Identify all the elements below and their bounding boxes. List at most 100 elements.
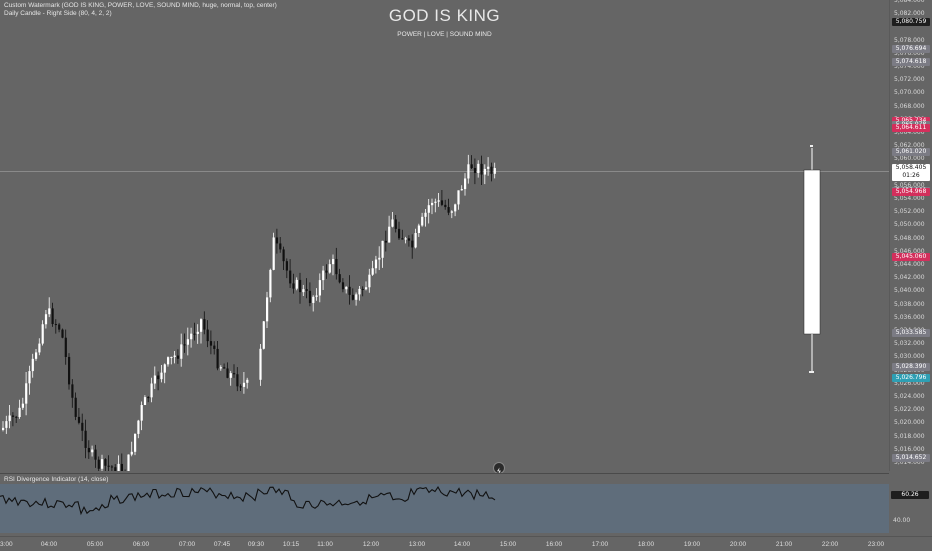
candle (348, 275, 351, 305)
candle (460, 185, 463, 191)
candlestick-chart[interactable] (0, 0, 889, 471)
candle (236, 367, 239, 392)
price-tick: 5,064.000 (894, 128, 925, 136)
price-tick: 5,076.000 (894, 49, 925, 57)
price-tick: 5,056.000 (894, 181, 925, 189)
daily-candle-indicator-line: Daily Candle - Right Side (80, 4, 2, 2) (4, 10, 112, 17)
time-label: 23:00 (867, 541, 885, 548)
price-tick: 5,084.000 (894, 0, 925, 4)
candle (110, 464, 114, 471)
candle (295, 277, 298, 291)
candle (163, 363, 166, 384)
time-label: 09:30 (247, 541, 265, 548)
candle (279, 237, 282, 253)
time-label: 10:15 (282, 541, 300, 548)
candle (444, 199, 447, 210)
rsi-polyline (0, 486, 496, 516)
candle (454, 203, 457, 217)
time-label: 19:00 (683, 541, 701, 548)
candle (368, 268, 371, 293)
candle (193, 322, 196, 341)
candle (322, 265, 325, 291)
price-badge: 5,054.968 (892, 188, 930, 196)
price-badge: 5,028.390 (892, 363, 930, 372)
candle (394, 214, 397, 233)
price-tick: 5,014.000 (894, 458, 925, 466)
time-label: 06:00 (132, 541, 150, 548)
watermark-subtitle: POWER | LOVE | SOUND MIND (397, 31, 492, 38)
candle (487, 157, 490, 176)
price-tick: 5,036.000 (894, 313, 925, 321)
price-badge: 5,080.759 (892, 17, 930, 26)
price-badge: 5,065.734 (892, 116, 930, 125)
candle (28, 365, 31, 395)
candle (318, 273, 321, 303)
candle (431, 198, 434, 215)
candle (176, 349, 180, 364)
price-tick: 5,070.000 (894, 89, 925, 97)
price-tick: 5,082.000 (894, 10, 925, 18)
current-price-line (0, 171, 889, 172)
candle (157, 371, 160, 391)
candle (308, 282, 312, 307)
price-tick: 5,054.000 (894, 194, 925, 202)
candle (134, 433, 137, 456)
price-tick: 5,074.000 (894, 62, 925, 70)
candle (242, 372, 246, 394)
current-price-value: 5,058.405 (895, 164, 927, 172)
candle (147, 396, 150, 403)
watermark-indicator-legend[interactable]: Custom Watermark (GOD IS KING, POWER, LO… (4, 2, 277, 18)
chart-pane[interactable] (0, 0, 889, 471)
candle (87, 440, 90, 459)
price-tick: 5,032.000 (894, 340, 925, 348)
candle (8, 404, 11, 429)
price-badge: 5,014.652 (892, 454, 930, 463)
candle (81, 413, 84, 442)
rsi-title[interactable]: RSI Divergence Indicator (14, close) (4, 476, 109, 483)
candle (11, 412, 15, 427)
candle (180, 333, 183, 367)
candle (130, 441, 133, 457)
time-label: 15:00 (499, 541, 517, 548)
candle (282, 246, 285, 270)
candle (338, 268, 341, 284)
rsi-axis[interactable]: 60.26 40.00 (889, 473, 932, 536)
price-tick: 5,078.000 (894, 36, 925, 44)
candle (137, 419, 140, 439)
candle (289, 259, 292, 289)
candle (226, 362, 229, 379)
candle (143, 395, 147, 406)
candle (447, 198, 450, 216)
candle (173, 351, 176, 364)
candle (213, 341, 216, 355)
candle (388, 215, 391, 243)
candle (398, 221, 401, 241)
time-axis[interactable]: 3:00 04:00 05:00 06:00 07:00 07:45 09:30 10:15 1… (0, 536, 932, 551)
candle (104, 458, 107, 471)
price-axis[interactable]: 5,084.000 5,082.000 5,078.000 5,076.000 5,07… (889, 0, 932, 471)
candle (262, 320, 265, 350)
candle (68, 353, 71, 390)
price-tick: 5,022.000 (894, 406, 925, 414)
candle (285, 258, 288, 279)
candle (58, 322, 61, 333)
price-tick: 5,062.000 (894, 142, 925, 150)
price-tick: 5,068.000 (894, 102, 925, 110)
time-label: 16:00 (545, 541, 563, 548)
candle (450, 210, 453, 219)
price-tick: 5,024.000 (894, 392, 925, 400)
candle (473, 158, 477, 185)
candle (355, 292, 358, 306)
candle (229, 370, 232, 386)
candle (2, 421, 5, 432)
candle (18, 399, 21, 419)
candle (341, 278, 345, 293)
candle (84, 419, 87, 459)
candle (203, 311, 206, 335)
candle (31, 353, 34, 378)
candle (404, 236, 407, 244)
candle (186, 327, 189, 356)
candle (302, 284, 305, 296)
candle (421, 212, 424, 227)
price-badge: 5,045.060 (892, 253, 930, 262)
